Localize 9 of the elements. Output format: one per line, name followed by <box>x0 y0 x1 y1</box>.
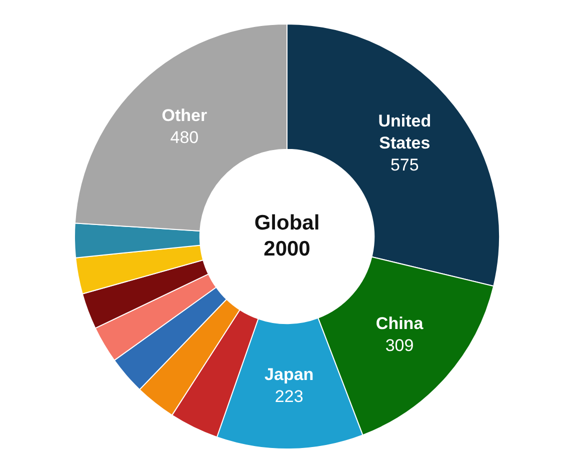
data-label: 575 <box>390 155 419 174</box>
data-label: 480 <box>170 128 199 147</box>
slice-label: United States <box>378 111 432 152</box>
slice-label: Other <box>162 106 208 125</box>
data-label: 309 <box>385 336 414 356</box>
text: Global 2000 <box>254 211 320 260</box>
slice-label: Japan <box>264 364 314 384</box>
slice-label: China <box>376 314 424 334</box>
data-label: 223 <box>274 386 304 406</box>
